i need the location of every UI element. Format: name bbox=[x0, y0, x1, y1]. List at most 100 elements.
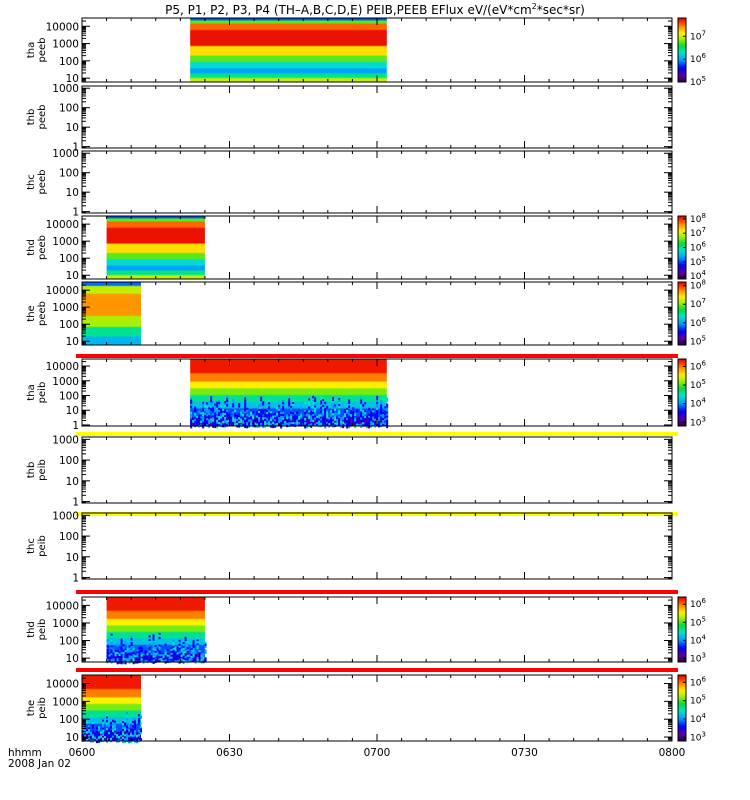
y-tick-label: 10000 bbox=[46, 679, 79, 691]
colorbar-tick-label: 103 bbox=[690, 415, 706, 428]
y-axis-label-probe: tha bbox=[26, 384, 37, 400]
y-axis-label-probe: thd bbox=[26, 621, 37, 638]
y-tick-label: 10000 bbox=[46, 600, 79, 612]
spectrogram-thd-peeb bbox=[106, 216, 205, 279]
colorbar-tick-label: 104 bbox=[690, 633, 706, 646]
y-tick-label: 10000 bbox=[46, 21, 79, 33]
colorbar-tick-label: 106 bbox=[690, 675, 706, 688]
y-tick-label: 100 bbox=[59, 168, 79, 180]
y-tick-label: 100 bbox=[59, 103, 79, 115]
spectrogram-tha-peeb bbox=[190, 18, 387, 82]
y-axis-label-product: peeb bbox=[37, 38, 48, 63]
y-tick-label: 1 bbox=[72, 207, 79, 219]
colorbar-tick-label: 103 bbox=[690, 730, 706, 743]
panel-frame bbox=[81, 281, 673, 346]
x-tick-label: 0730 bbox=[511, 747, 538, 759]
y-axis-label-probe: thc bbox=[26, 538, 37, 554]
colorbar-tick-label: 105 bbox=[690, 255, 706, 268]
y-axis-label-probe: thb bbox=[26, 109, 37, 126]
y-tick-label: 10000 bbox=[46, 285, 79, 297]
panel-frame bbox=[81, 674, 673, 742]
status-bar-red bbox=[76, 590, 678, 594]
y-axis-label-probe: thd bbox=[26, 239, 37, 256]
x-tick-label: 0800 bbox=[659, 747, 686, 759]
status-bar-red bbox=[76, 668, 678, 672]
colorbar-tick-label: 105 bbox=[690, 694, 706, 707]
x-tick-label: 0600 bbox=[69, 747, 96, 759]
y-axis-label-product: peeb bbox=[37, 235, 48, 260]
y-tick-label: 10 bbox=[66, 653, 79, 665]
y-axis-label-product: peib bbox=[37, 697, 48, 719]
y-tick-label: 10000 bbox=[46, 219, 79, 231]
colorbar-tick-label: 106 bbox=[690, 316, 706, 329]
y-axis-label-product: peeb bbox=[37, 105, 48, 130]
status-bar-yellow bbox=[76, 432, 678, 436]
y-axis-label-product: peeb bbox=[37, 301, 48, 326]
figure-title: P5, P1, P2, P3, P4 (TH–A,B,C,D,E) PEIB,P… bbox=[165, 2, 585, 17]
panel-tha-peeb: 10 100 1000 10000 tha peeb 105 106 107 bbox=[26, 17, 706, 88]
y-tick-label: 1000 bbox=[52, 618, 79, 630]
y-tick-label: 1000 bbox=[52, 236, 79, 248]
y-axis-label-product: peeb bbox=[37, 170, 48, 195]
y-tick-label: 10 bbox=[66, 732, 79, 744]
y-tick-label: 1000 bbox=[52, 376, 79, 388]
y-tick-label: 1 bbox=[72, 142, 79, 154]
y-tick-label: 1 bbox=[72, 420, 79, 432]
x-tick-label: 0630 bbox=[216, 747, 243, 759]
colorbar-tha-peib: 103 104 105 106 bbox=[677, 358, 706, 428]
y-tick-label: 1000 bbox=[52, 434, 79, 446]
y-tick-label: 100 bbox=[59, 531, 79, 543]
colorbar-tha-peeb: 105 106 107 bbox=[677, 17, 706, 88]
colorbar-the-peib: 103 104 105 106 bbox=[677, 674, 706, 743]
panel-thc-peib: 1 10 100 1000 thc peib bbox=[26, 510, 678, 594]
y-axis-label-product: peib bbox=[37, 459, 48, 481]
y-axis-label-probe: thb bbox=[26, 462, 37, 479]
y-tick-label: 100 bbox=[59, 319, 79, 331]
y-axis-label-probe: the bbox=[26, 700, 37, 716]
y-axis-label-product: peib bbox=[37, 382, 48, 404]
y-tick-label: 10 bbox=[66, 73, 79, 85]
panel-the-peeb: 10 100 1000 10000 the peeb 105 106 107 108 bbox=[26, 279, 706, 358]
y-tick-label: 1000 bbox=[52, 696, 79, 708]
panel-frame bbox=[81, 512, 673, 580]
y-tick-label: 10 bbox=[66, 552, 79, 564]
spectrogram-the-peeb bbox=[82, 282, 141, 345]
x-tick-label: 0700 bbox=[364, 747, 391, 759]
colorbar-tick-label: 108 bbox=[690, 212, 706, 225]
x-axis-date-label: 2008 Jan 02 bbox=[8, 758, 71, 770]
status-bar-red bbox=[76, 354, 678, 358]
panel-thb-peeb: 1 10 100 1000 thb peeb bbox=[26, 83, 673, 154]
colorbar-tick-label: 107 bbox=[690, 226, 706, 239]
y-tick-label: 1000 bbox=[52, 510, 79, 522]
y-tick-label: 10000 bbox=[46, 361, 79, 373]
colorbar-tick-label: 105 bbox=[690, 615, 706, 628]
colorbar-tick-label: 107 bbox=[690, 29, 706, 42]
colorbar-tick-label: 106 bbox=[690, 52, 706, 65]
panel-thc-peeb: 1 10 100 1000 thc peeb bbox=[26, 148, 673, 219]
colorbar-tick-label: 104 bbox=[690, 397, 706, 410]
y-axis-label-probe: the bbox=[26, 305, 37, 321]
colorbar-tick-label: 105 bbox=[690, 75, 706, 88]
y-axis-label-probe: tha bbox=[26, 42, 37, 58]
y-tick-label: 100 bbox=[59, 390, 79, 402]
y-axis-label-product: peib bbox=[37, 619, 48, 641]
y-tick-label: 1000 bbox=[52, 302, 79, 314]
y-tick-label: 10 bbox=[66, 476, 79, 488]
panel-thb-peib: 1 10 100 1000 thb peib bbox=[26, 434, 678, 516]
y-tick-label: 1 bbox=[72, 573, 79, 585]
colorbar-tick-label: 104 bbox=[690, 712, 706, 725]
y-tick-label: 10 bbox=[66, 270, 79, 282]
y-tick-label: 1 bbox=[72, 497, 79, 509]
y-tick-label: 10 bbox=[66, 122, 79, 134]
panel-the-peib: 10 100 1000 10000 the peib 103 104 105 106 bbox=[26, 674, 706, 744]
x-axis-corner-label: hhmm bbox=[8, 747, 42, 759]
spectrogram-noise bbox=[82, 711, 142, 744]
colorbar-the-peeb: 105 106 107 108 bbox=[677, 279, 706, 347]
panel-thd-peib: 10 100 1000 10000 thd peib 103 104 105 106 bbox=[26, 596, 706, 672]
colorbar-tick-label: 106 bbox=[690, 597, 706, 610]
colorbar-tick-label: 105 bbox=[690, 334, 706, 347]
y-tick-label: 100 bbox=[59, 636, 79, 648]
